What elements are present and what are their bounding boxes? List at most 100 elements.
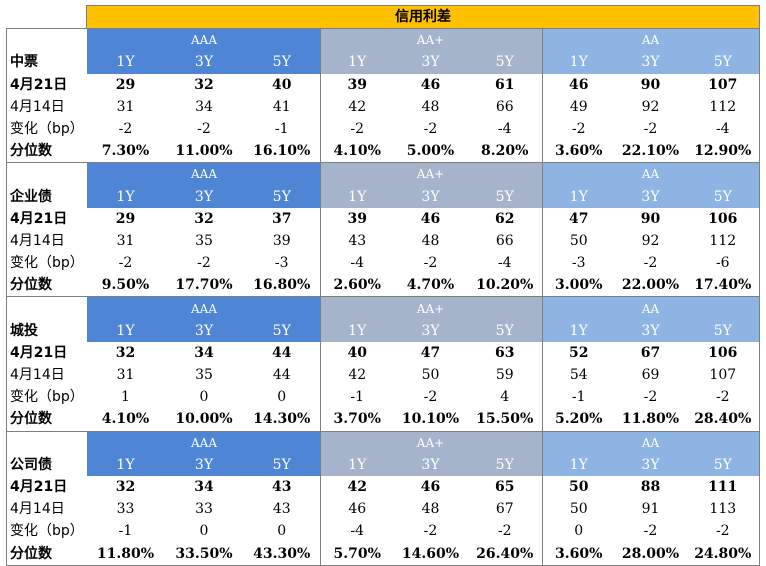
- data-row-previous: 4月14日 31 35 39 43 48 66 50 92 112: [6, 229, 761, 253]
- value-cell: 46: [420, 210, 441, 227]
- rating-label-cell: AA+: [393, 296, 468, 320]
- rating-label-cell: [467, 296, 543, 320]
- value-cell: 48: [421, 232, 440, 249]
- row-label-previous: 4月14日: [6, 364, 87, 387]
- title-row: 信用利差: [6, 4, 761, 30]
- value-cell: 11.80%: [86, 542, 165, 566]
- value-cell: -1: [243, 117, 321, 141]
- value-cell: 62: [467, 207, 543, 230]
- value-cell: 37: [243, 207, 321, 230]
- tenor-label: 1Y: [542, 319, 615, 342]
- rating-label-cell: [686, 430, 761, 454]
- value-cell: -2: [643, 121, 658, 138]
- value-cell: 46: [569, 76, 589, 93]
- rating-label-cell: [243, 28, 321, 52]
- row-label-previous: 4月14日: [6, 498, 87, 521]
- value-cell: -2: [686, 520, 761, 543]
- value-cell: 63: [467, 341, 543, 364]
- value-cell: 11.80%: [614, 408, 687, 432]
- rating-label-cell: [542, 430, 615, 454]
- value-cell: 40: [347, 344, 367, 361]
- rating-label-cell: [467, 162, 543, 186]
- value-cell: 42: [347, 479, 367, 496]
- value-cell: 3.70%: [320, 408, 394, 432]
- row-label-current: 4月21日: [6, 207, 87, 230]
- tenor-label: 3Y: [393, 319, 468, 342]
- value-cell: 14.60%: [393, 542, 468, 566]
- rating-label-cell: AA: [614, 296, 687, 320]
- value-cell: 26.40%: [467, 542, 543, 566]
- rating-header-row: AAA AA+ AA: [6, 296, 761, 320]
- rating-label-cell: [86, 296, 165, 320]
- section-name: 城投: [6, 319, 87, 342]
- value-cell: 16.10%: [243, 140, 321, 164]
- value-cell: 31: [116, 367, 135, 384]
- value-cell: 4.10%: [86, 408, 165, 432]
- tenor-label: 3Y: [614, 51, 687, 74]
- value-cell: -2: [686, 386, 761, 409]
- value-cell: 42: [348, 98, 367, 115]
- value-cell: 10.00%: [164, 408, 244, 432]
- value-cell: 28.40%: [686, 408, 761, 432]
- data-row-percentile: 分位数 9.50% 17.70% 16.80% 2.60% 4.70% 10.20% 3.00…: [6, 274, 761, 298]
- value-cell: 32: [115, 479, 136, 496]
- value-cell: -2: [118, 255, 133, 272]
- value-cell: 32: [194, 210, 214, 227]
- section-header-blank: [6, 296, 87, 320]
- value-cell: 41: [243, 95, 321, 118]
- section-name: 中票: [6, 51, 87, 74]
- section-header-blank: [6, 162, 87, 186]
- rating-header-row: AAA AA+ AA: [6, 28, 761, 52]
- rating-label-cell: AAA: [164, 162, 244, 186]
- value-cell: 0: [574, 523, 584, 540]
- rating-label-cell: [86, 430, 165, 454]
- data-row-change: 变化（bp） -2 -2 -3 -4 -2 -4 -3 -2 -6: [6, 252, 761, 275]
- value-cell: 43.30%: [243, 542, 321, 566]
- tenor-label: 3Y: [164, 185, 244, 208]
- value-cell: 54: [569, 367, 588, 384]
- value-cell: 15.50%: [467, 408, 543, 432]
- value-cell: 16.80%: [243, 274, 321, 298]
- value-cell: 22.00%: [614, 274, 687, 298]
- value-cell: -2: [571, 121, 586, 138]
- value-cell: -4: [350, 523, 365, 540]
- value-cell: 0: [199, 523, 209, 540]
- value-cell: 92: [641, 232, 660, 249]
- value-cell: 0: [243, 520, 321, 543]
- row-label-percentile: 分位数: [6, 408, 87, 432]
- value-cell: -2: [197, 255, 211, 272]
- rating-label-cell: AA+: [393, 162, 468, 186]
- rating-label-cell: [320, 162, 394, 186]
- tenor-header-row: 公司债 1Y 3Y 5Y 1Y 3Y 5Y 1Y 3Y 5Y: [6, 453, 761, 476]
- value-cell: -2: [197, 121, 211, 138]
- value-cell: 66: [467, 229, 543, 253]
- data-row-percentile: 分位数 4.10% 10.00% 14.30% 3.70% 10.10% 15.50% 5.2…: [6, 408, 761, 432]
- tenor-label: 3Y: [614, 319, 687, 342]
- row-label-previous: 4月14日: [6, 229, 87, 253]
- tenor-label: 5Y: [467, 319, 543, 342]
- value-cell: 39: [243, 229, 321, 253]
- row-label-percentile: 分位数: [6, 274, 87, 298]
- value-cell: -4: [686, 117, 761, 141]
- value-cell: 0: [243, 386, 321, 409]
- row-label-change: 变化（bp）: [6, 386, 87, 409]
- value-cell: 46: [348, 501, 367, 518]
- value-cell: 34: [194, 344, 214, 361]
- tenor-label: 5Y: [686, 319, 761, 342]
- value-cell: 50: [569, 232, 588, 249]
- rating-label-cell: AA: [614, 162, 687, 186]
- tenor-label: 3Y: [164, 453, 244, 476]
- value-cell: 59: [467, 364, 543, 387]
- rating-label-cell: [467, 430, 543, 454]
- value-cell: 46: [420, 76, 441, 93]
- value-cell: 106: [686, 341, 761, 364]
- value-cell: 50: [569, 479, 589, 496]
- tenor-label: 3Y: [614, 453, 687, 476]
- tenor-label: 1Y: [86, 185, 165, 208]
- rating-label-cell: [542, 28, 615, 52]
- value-cell: 10.10%: [393, 408, 468, 432]
- tenor-label: 1Y: [320, 453, 394, 476]
- rating-label-cell: AA+: [393, 28, 468, 52]
- section-name: 公司债: [6, 453, 87, 476]
- value-cell: 32: [115, 344, 136, 361]
